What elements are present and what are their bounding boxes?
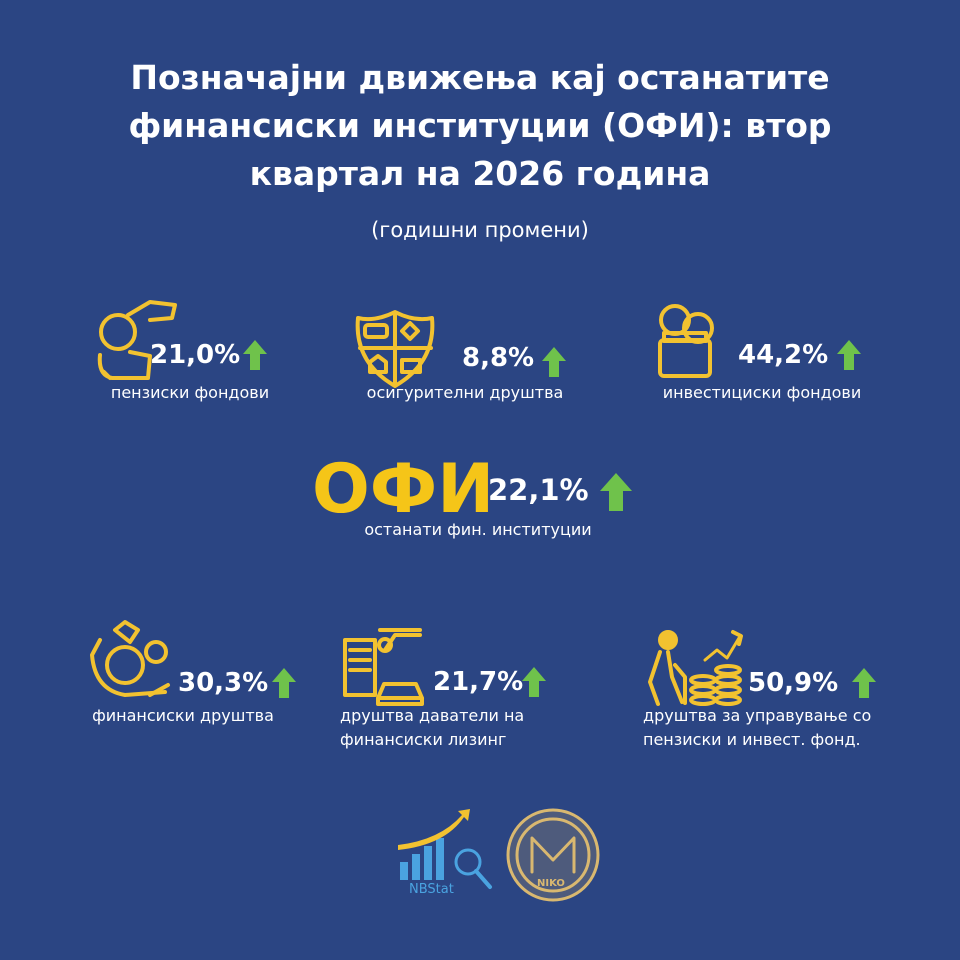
arrows — [243, 340, 876, 698]
label: пензиски фондови — [110, 383, 270, 402]
value: 8,8% — [462, 343, 535, 373]
icon-finance — [90, 620, 170, 697]
label: финансиски лизинг — [340, 730, 507, 749]
icon-leasing — [343, 628, 424, 706]
label: друштва даватели на — [340, 706, 525, 725]
value: 22,1% — [488, 473, 589, 507]
value: 21,7% — [433, 667, 524, 697]
subtitle: (годишни промени) — [371, 218, 589, 242]
nbstat-logo — [398, 809, 492, 889]
title-line: финансиски институции (ОФИ): втор — [128, 106, 832, 145]
value: 21,0% — [150, 340, 241, 370]
icon-insurance — [355, 310, 435, 388]
label: финансиски друштва — [92, 706, 274, 725]
value: 44,2% — [738, 340, 829, 370]
acronym: ОФИ — [312, 450, 495, 529]
title-line: квартал на 2026 година — [249, 154, 711, 193]
label: инвестициски фондови — [662, 383, 862, 402]
label: друштва за управување со — [643, 706, 872, 725]
value: 50,9% — [748, 668, 839, 698]
label: пензиски и инвест. фонд. — [643, 730, 861, 749]
seal-text: NIKO — [537, 878, 565, 889]
value: 30,3% — [178, 668, 269, 698]
seal-logo — [506, 808, 600, 902]
icon-pension — [97, 300, 177, 380]
label: осигурителни друштва — [366, 383, 564, 402]
label: останати фин. институции — [364, 520, 592, 539]
nbstat-text: NBStat — [409, 882, 454, 897]
icon-fund — [658, 304, 714, 378]
icon-management — [648, 630, 743, 706]
title-line: Позначајни движења кај останатите — [130, 58, 830, 97]
